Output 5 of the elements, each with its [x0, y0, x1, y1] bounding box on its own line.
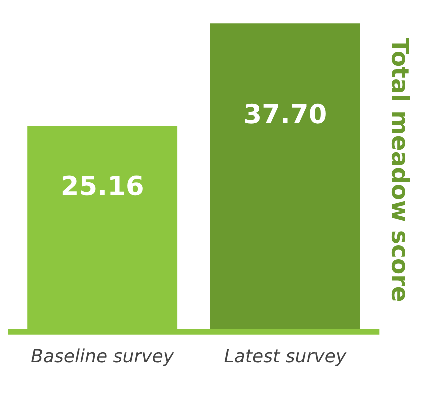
data-label: 37.70 [245, 104, 326, 124]
x-tick-label: Latest survey [224, 349, 347, 366]
y-axis-title: Total meadow score [392, 38, 410, 302]
x-tick-label: Baseline survey [32, 348, 174, 366]
data-label: 25.16 [62, 176, 143, 196]
